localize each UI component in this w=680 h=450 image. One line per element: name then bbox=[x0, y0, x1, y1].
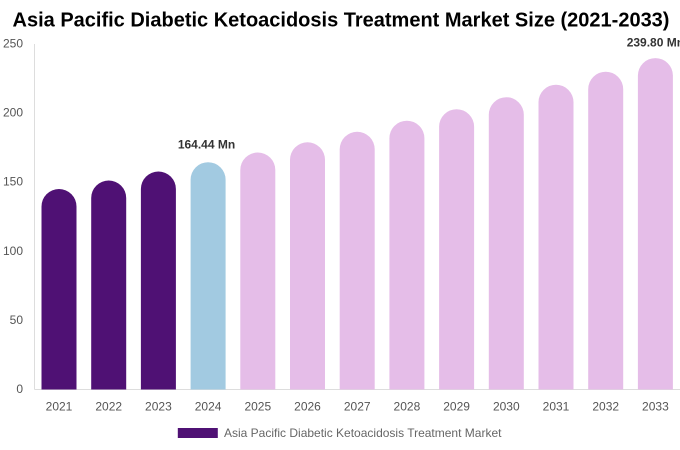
svg-text:2027: 2027 bbox=[344, 400, 371, 414]
svg-text:164.44 Mn: 164.44 Mn bbox=[178, 138, 235, 152]
svg-text:2028: 2028 bbox=[394, 400, 421, 414]
svg-text:2023: 2023 bbox=[145, 400, 172, 414]
svg-text:2026: 2026 bbox=[294, 400, 321, 414]
svg-text:2030: 2030 bbox=[493, 400, 520, 414]
svg-text:250: 250 bbox=[3, 37, 23, 51]
svg-text:2021: 2021 bbox=[46, 400, 73, 414]
svg-text:150: 150 bbox=[3, 175, 23, 189]
svg-text:200: 200 bbox=[3, 106, 23, 120]
svg-text:2033: 2033 bbox=[642, 400, 669, 414]
svg-text:2022: 2022 bbox=[95, 400, 122, 414]
svg-text:2029: 2029 bbox=[443, 400, 470, 414]
svg-text:50: 50 bbox=[10, 313, 24, 327]
svg-text:2024: 2024 bbox=[195, 400, 222, 414]
svg-text:100: 100 bbox=[3, 244, 23, 258]
svg-text:2032: 2032 bbox=[592, 400, 619, 414]
svg-text:Asia Pacific Diabetic Ketoacid: Asia Pacific Diabetic Ketoacidosis Treat… bbox=[13, 10, 670, 32]
svg-text:2025: 2025 bbox=[244, 400, 271, 414]
svg-text:Asia Pacific Diabetic Ketoacid: Asia Pacific Diabetic Ketoacidosis Treat… bbox=[224, 426, 502, 440]
svg-text:0: 0 bbox=[16, 382, 23, 396]
svg-text:2031: 2031 bbox=[543, 400, 570, 414]
svg-text:239.80 Mn: 239.80 Mn bbox=[627, 36, 680, 50]
